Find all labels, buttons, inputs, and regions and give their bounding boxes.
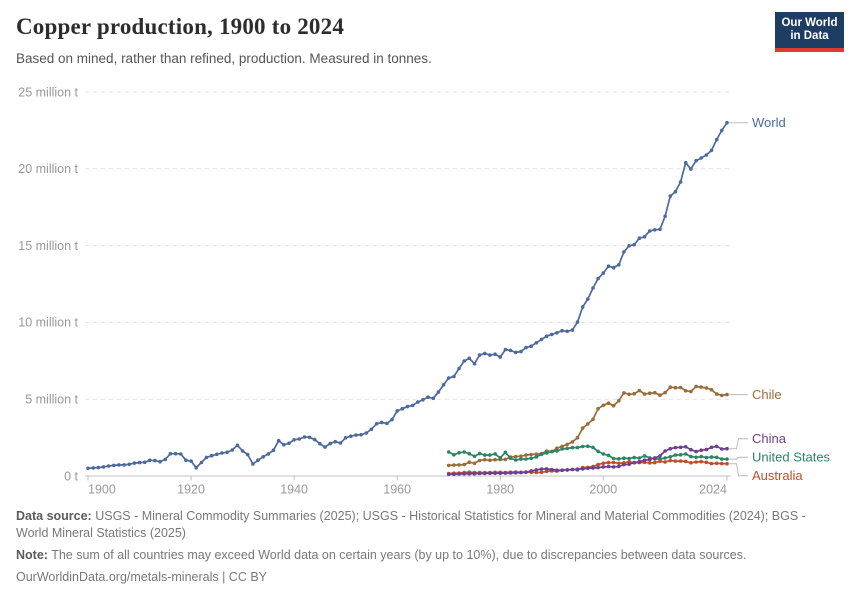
series-label-world[interactable]: World: [752, 115, 786, 130]
label-connector-united-states: [729, 456, 748, 460]
y-tick-label-15: 15 million t: [18, 239, 78, 253]
y-tick-label-10: 10 million t: [18, 316, 78, 330]
datasource-line: Data source: USGS - Mineral Commodity Su…: [16, 508, 830, 542]
series-label-chile[interactable]: Chile: [752, 387, 782, 402]
chart-canvas[interactable]: 0 t 5 million t 10 million t 15 million t 20…: [0, 70, 850, 505]
series-label-china[interactable]: China: [752, 431, 787, 446]
x-tick-label-1960: 1960: [383, 483, 411, 497]
owid-logo-line2: in Data: [790, 30, 829, 42]
owid-logo-red-bar: [775, 48, 844, 52]
x-tick-label-2024: 2024: [699, 483, 727, 497]
page-subtitle: Based on mined, rather than refined, pro…: [16, 51, 432, 66]
owid-logo-line1: Our World: [781, 17, 838, 30]
y-tick-label-25: 25 million t: [18, 85, 78, 99]
chart-footer: Data source: USGS - Mineral Commodity Su…: [16, 508, 830, 591]
series-markers-china: [446, 444, 729, 477]
label-connector-china: [729, 438, 748, 450]
x-tick-label-1980: 1980: [486, 483, 514, 497]
note-line: Note: The sum of all countries may excee…: [16, 547, 830, 564]
datasource-label: Data source:: [16, 509, 92, 523]
x-tick-label-1940: 1940: [280, 483, 308, 497]
series-line-world[interactable]: [87, 121, 728, 470]
x-tick-label-2000: 2000: [589, 483, 617, 497]
series-label-united-states[interactable]: United States: [752, 450, 831, 465]
x-tick-label-1900: 1900: [88, 483, 116, 497]
y-tick-label-5: 5 million t: [25, 393, 78, 407]
y-tick-label-0: 0 t: [64, 469, 78, 483]
owid-logo[interactable]: Our World in Data: [775, 12, 844, 48]
note-label: Note:: [16, 548, 48, 562]
series-markers-world: [86, 120, 729, 471]
datasource-text: USGS - Mineral Commodity Summaries (2025…: [16, 509, 806, 540]
series-label-australia[interactable]: Australia: [752, 468, 803, 483]
y-tick-label-20: 20 million t: [18, 162, 78, 176]
label-connector-australia: [729, 463, 748, 477]
license-link[interactable]: OurWorldinData.org/metals-minerals | CC …: [16, 570, 268, 584]
x-tick-label-1920: 1920: [177, 483, 205, 497]
note-text: The sum of all countries may exceed Worl…: [47, 548, 747, 562]
page-title: Copper production, 1900 to 2024: [16, 14, 345, 39]
series-markers-united-states: [446, 444, 729, 462]
